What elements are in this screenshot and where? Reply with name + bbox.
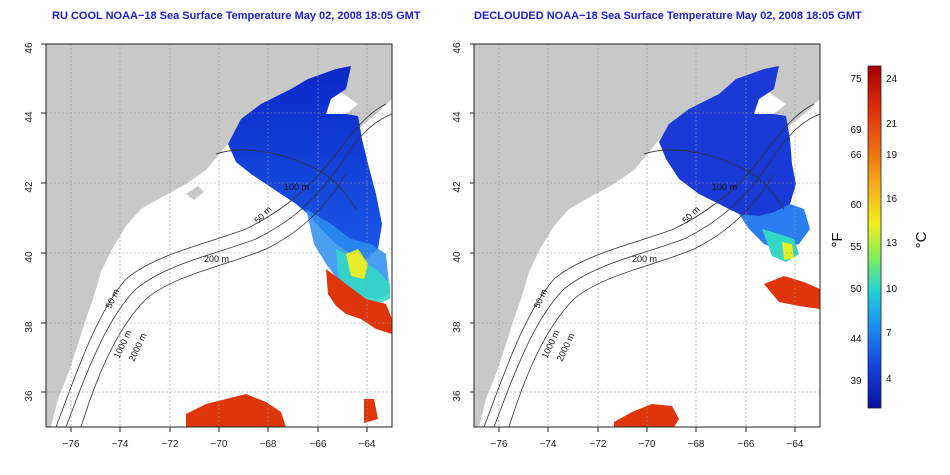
x-tick-label: −64 bbox=[787, 439, 804, 450]
x-axis: −76 −74 −72 −70 −68 −66 −64 bbox=[63, 427, 376, 450]
c-tick-label: 13 bbox=[886, 238, 898, 249]
x-tick-label: −70 bbox=[639, 439, 656, 450]
contour-label-200m: 200 m bbox=[204, 254, 229, 264]
x-tick-label: −68 bbox=[688, 439, 705, 450]
sst-warm-region bbox=[764, 276, 820, 309]
sst-mid-region bbox=[739, 204, 810, 249]
x-axis: −76 −74 −72 −70 −68 −66 −64 bbox=[491, 427, 804, 450]
left-map: 50 m 200 m 100 m 50 m 1000 m 2000 m −76 … bbox=[24, 42, 393, 450]
fahrenheit-ticks: 75 69 66 60 55 50 44 39 bbox=[850, 74, 862, 387]
y-tick-label: 42 bbox=[24, 181, 35, 193]
bathymetry-contours bbox=[55, 103, 393, 428]
celsius-unit-label: °C bbox=[913, 231, 930, 248]
right-map-title: DECLOUDED NOAA−18 Sea Surface Temperatur… bbox=[474, 10, 862, 22]
f-tick-label: 75 bbox=[850, 74, 862, 85]
sst-warm-region-south bbox=[614, 404, 679, 427]
y-axis: 46 44 42 40 38 36 bbox=[24, 42, 46, 402]
fahrenheit-unit-label: °F bbox=[829, 232, 846, 247]
graticule bbox=[474, 44, 820, 427]
f-tick-label: 69 bbox=[850, 125, 862, 136]
y-tick-label: 40 bbox=[452, 251, 463, 263]
f-tick-label: 66 bbox=[850, 150, 862, 161]
c-tick-label: 21 bbox=[886, 119, 898, 130]
y-tick-label: 38 bbox=[452, 321, 463, 333]
x-tick-label: −66 bbox=[310, 439, 327, 450]
right-map-y-labels: 46 44 42 40 38 36 bbox=[452, 42, 463, 402]
c-tick-label: 7 bbox=[886, 328, 892, 339]
y-tick-label: 46 bbox=[452, 42, 463, 54]
y-tick-label: 36 bbox=[452, 390, 463, 402]
sst-warm-region-south bbox=[186, 394, 286, 427]
x-tick-label: −74 bbox=[112, 439, 129, 450]
land-mass bbox=[474, 44, 820, 427]
x-tick-label: −70 bbox=[211, 439, 228, 450]
contour-label-100m: 100 m bbox=[712, 182, 737, 192]
sst-cold-region bbox=[228, 66, 382, 259]
cape-cod bbox=[186, 186, 204, 200]
f-tick-label: 44 bbox=[850, 334, 862, 345]
right-map: 50 m 200 m 100 m 50 m 1000 m 2000 m −76 … bbox=[470, 43, 821, 450]
y-tick-label: 44 bbox=[452, 111, 463, 123]
contour-label-200m: 200 m bbox=[632, 254, 657, 264]
colorbar: 75 69 66 60 55 50 44 39 24 21 19 16 13 1… bbox=[829, 65, 930, 409]
f-tick-label: 55 bbox=[850, 242, 862, 253]
x-tick-label: −66 bbox=[738, 439, 755, 450]
x-tick-label: −76 bbox=[63, 439, 80, 450]
x-tick-label: −74 bbox=[540, 439, 557, 450]
c-tick-label: 16 bbox=[886, 194, 898, 205]
x-tick-label: −72 bbox=[162, 439, 179, 450]
y-tick-label: 42 bbox=[452, 181, 463, 193]
y-tick-label: 36 bbox=[24, 390, 35, 402]
graticule bbox=[46, 44, 392, 427]
sst-yellow-region bbox=[782, 242, 794, 260]
sst-yellow-region bbox=[346, 249, 368, 279]
x-tick-label: −68 bbox=[260, 439, 277, 450]
f-tick-label: 39 bbox=[850, 376, 862, 387]
c-tick-label: 4 bbox=[886, 374, 892, 385]
sst-warm-spot bbox=[364, 399, 378, 423]
c-tick-label: 24 bbox=[886, 74, 898, 85]
land-mass bbox=[46, 44, 392, 427]
x-tick-label: −64 bbox=[359, 439, 376, 450]
c-tick-label: 19 bbox=[886, 150, 898, 161]
left-map-title: RU COOL NOAA−18 Sea Surface Temperature … bbox=[52, 10, 421, 22]
celsius-ticks: 24 21 19 16 13 10 7 4 bbox=[886, 74, 898, 385]
y-tick-label: 44 bbox=[24, 111, 35, 123]
sst-warm-region bbox=[326, 269, 392, 334]
bathymetry-contours bbox=[483, 103, 821, 428]
y-tick-label: 46 bbox=[24, 42, 35, 54]
x-tick-label: −72 bbox=[590, 439, 607, 450]
y-tick-label: 38 bbox=[24, 321, 35, 333]
contour-label-100m: 100 m bbox=[284, 182, 309, 192]
f-tick-label: 60 bbox=[850, 200, 862, 211]
f-tick-label: 50 bbox=[850, 284, 862, 295]
x-tick-label: −76 bbox=[491, 439, 508, 450]
c-tick-label: 10 bbox=[886, 284, 898, 295]
colorbar-gradient bbox=[867, 65, 882, 409]
y-tick-label: 40 bbox=[24, 251, 35, 263]
y-axis bbox=[470, 43, 474, 393]
